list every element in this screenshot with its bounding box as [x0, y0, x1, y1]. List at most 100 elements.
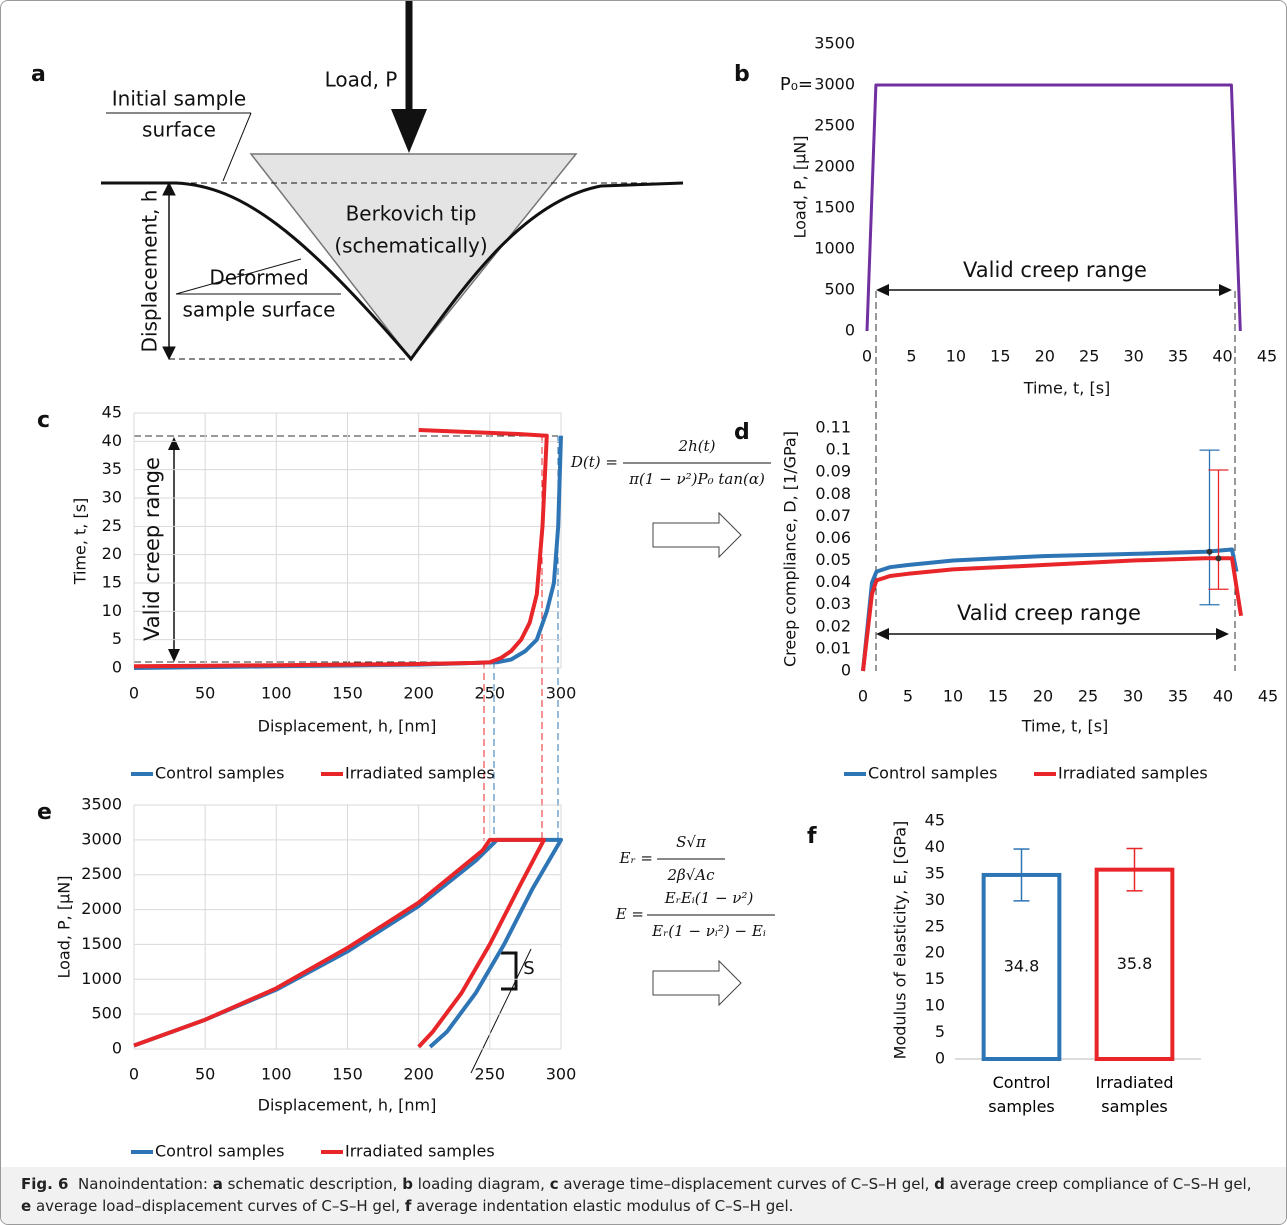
x-tick-label: 5 — [906, 347, 916, 366]
y-tick-label: 10 — [102, 601, 122, 620]
annotation: P₀= — [780, 74, 813, 95]
caption-letter: e — [21, 1197, 32, 1215]
category-label-box: Irradiated samples — [1095, 1073, 1174, 1116]
value-label: 34.8 — [1004, 956, 1040, 975]
caption: Fig. 6 Nanoindentation: a schematic desc… — [1, 1167, 1286, 1224]
caption-label: Fig. 6 — [21, 1175, 69, 1193]
arrow-head — [1216, 628, 1229, 640]
arrow-head — [876, 628, 889, 640]
x-tick-label: 30 — [1123, 347, 1143, 366]
x-tick-label: 25 — [1079, 347, 1099, 366]
x-tick-label: 30 — [1123, 687, 1143, 706]
y-tick-label: 5 — [112, 629, 122, 648]
x-tick-label: 40 — [1212, 347, 1232, 366]
y-axis-label: Creep compliance, D, [1/GPa] — [781, 431, 800, 667]
y-tick-label: 0 — [112, 1039, 122, 1058]
arrow-heads — [168, 284, 1232, 662]
formula-num: 2h(t) — [678, 437, 716, 455]
formula-lhs: E = — [615, 905, 644, 923]
y-axis-label: Load, P, [μN] — [55, 875, 74, 978]
series-line — [865, 83, 1242, 332]
caption-letter: b — [402, 1175, 413, 1193]
x-tick-label: 100 — [261, 1065, 292, 1084]
x-tick-label: 300 — [546, 684, 577, 703]
x-axis-label: Time, t, [s] — [1023, 379, 1111, 398]
panel-label: b — [734, 62, 750, 87]
arrow-head — [391, 109, 427, 153]
x-tick-label: Irradiated samples — [1095, 1073, 1174, 1116]
y-tick-label: 30 — [102, 488, 122, 507]
block-arrow — [652, 511, 742, 559]
series-line — [861, 556, 1243, 672]
load-label: Load, P — [325, 68, 398, 92]
x-axis-label: Time, t, [s] — [1021, 717, 1109, 736]
figure-canvas: a b c d e f Load, P Initial sample surfa… — [31, 1, 1278, 1161]
y-tick-label: 40 — [102, 431, 122, 450]
formula-lhs: Eᵣ = — [619, 849, 654, 867]
x-tick-label: 250 — [475, 1065, 506, 1084]
y-tick-label: 3500 — [81, 795, 122, 814]
arrow-head — [162, 181, 176, 196]
x-tick-label: 45 — [1258, 687, 1278, 706]
x-tick-label: 0 — [129, 684, 139, 703]
series-line — [133, 428, 549, 669]
displacement-label: Displacement, h — [138, 190, 162, 353]
y-tick-label: 35 — [925, 863, 945, 882]
x-tick-label: 35 — [1168, 687, 1188, 706]
x-tick-label: 250 — [475, 684, 506, 703]
surface-curve — [101, 181, 684, 362]
y-tick-label: 0.05 — [815, 550, 851, 569]
panel-label: d — [734, 420, 750, 445]
formula-num: S√π — [676, 833, 707, 851]
x-tick-label: 150 — [332, 1065, 363, 1084]
tip-label: (schematically) — [334, 234, 487, 258]
y-tick-label: 20 — [925, 943, 945, 962]
caption-text: average indentation elastic modulus of C… — [416, 1197, 794, 1215]
y-tick-label: 1500 — [81, 934, 122, 953]
y-tick-label: 25 — [925, 916, 945, 935]
value-label: 35.8 — [1117, 954, 1153, 973]
tip-label: Berkovich tip — [346, 202, 477, 226]
y-tick-label: 0.04 — [815, 572, 851, 591]
x-tick-label: 10 — [946, 347, 966, 366]
legend-label: Irradiated samples — [1058, 764, 1208, 783]
x-tick-label: 200 — [403, 684, 434, 703]
y-axis-label: Modulus of elasticity, E, [GPa] — [891, 821, 910, 1060]
caption-letter: f — [404, 1197, 412, 1215]
caption-text: average load–displacement curves of C–S–… — [35, 1197, 401, 1215]
y-tick-label: 2500 — [81, 864, 122, 883]
formula-den: Eᵣ(1 − νᵢ²) − Eᵢ — [651, 922, 766, 940]
legend-label: Irradiated samples — [345, 1142, 495, 1161]
y-tick-label: 0.06 — [815, 528, 851, 547]
panel-label: c — [37, 408, 50, 433]
y-tick-label: 500 — [91, 1004, 122, 1023]
y-tick-label: 0.09 — [815, 462, 851, 481]
x-tick-label: 150 — [332, 684, 363, 703]
series-line — [861, 547, 1239, 672]
y-tick-label: 2000 — [81, 899, 122, 918]
y-tick-label: 2500 — [814, 116, 855, 135]
y-tick-label: 30 — [925, 890, 945, 909]
annotation: S — [523, 958, 534, 979]
x-tick-label: 5 — [903, 687, 913, 706]
x-tick-label: 50 — [195, 1065, 215, 1084]
x-tick-label: 50 — [195, 684, 215, 703]
caption-lead: Nanoindentation: — [78, 1175, 208, 1193]
y-tick-label: 1000 — [814, 239, 855, 258]
y-tick-label: 10 — [925, 996, 945, 1015]
y-tick-label: 0.11 — [815, 418, 851, 437]
x-axis-label: Displacement, h, [nm] — [258, 1096, 437, 1115]
y-axis-label: Time, t, [s] — [71, 498, 90, 586]
y-tick-label: 40 — [925, 837, 945, 856]
arrow-head — [1219, 284, 1232, 296]
x-tick-label: 0 — [129, 1065, 139, 1084]
y-tick-label: 0 — [935, 1049, 945, 1068]
y-tick-label: 15 — [102, 573, 122, 592]
series-line — [133, 837, 546, 1049]
panel-label: e — [37, 800, 52, 825]
formula: E = EᵣEᵢ(1 − ν²) Eᵣ(1 − νᵢ²) − Eᵢ — [615, 889, 775, 940]
x-tick-label: 35 — [1168, 347, 1188, 366]
y-tick-label: 0 — [841, 661, 851, 680]
deformed-surface-label: sample surface — [183, 298, 336, 322]
